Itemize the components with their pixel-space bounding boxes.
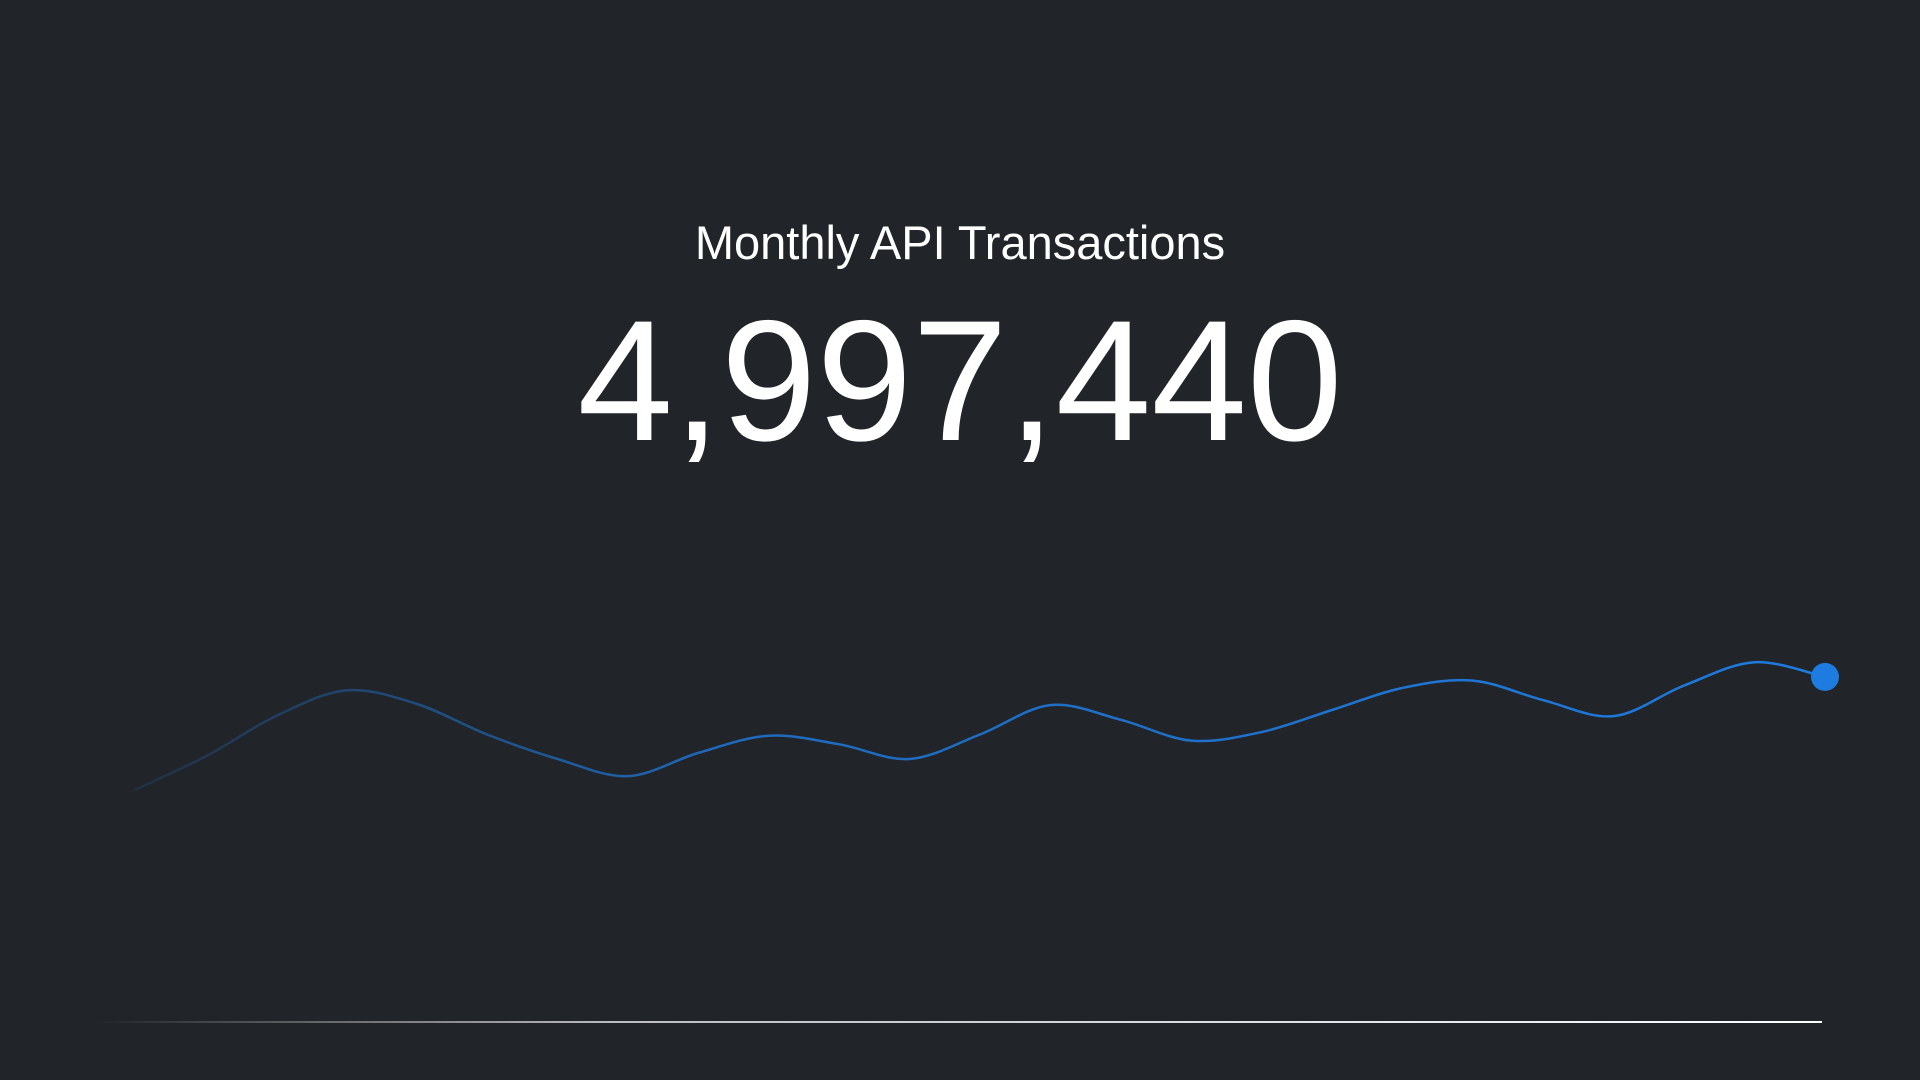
kpi-value: 4,997,440 (577, 285, 1342, 477)
sparkline (134, 660, 1826, 791)
baseline (95, 1021, 1822, 1023)
grid (167, 575, 1821, 1021)
end-point (1811, 662, 1839, 691)
title: Monthly API Transactions (695, 216, 1225, 269)
